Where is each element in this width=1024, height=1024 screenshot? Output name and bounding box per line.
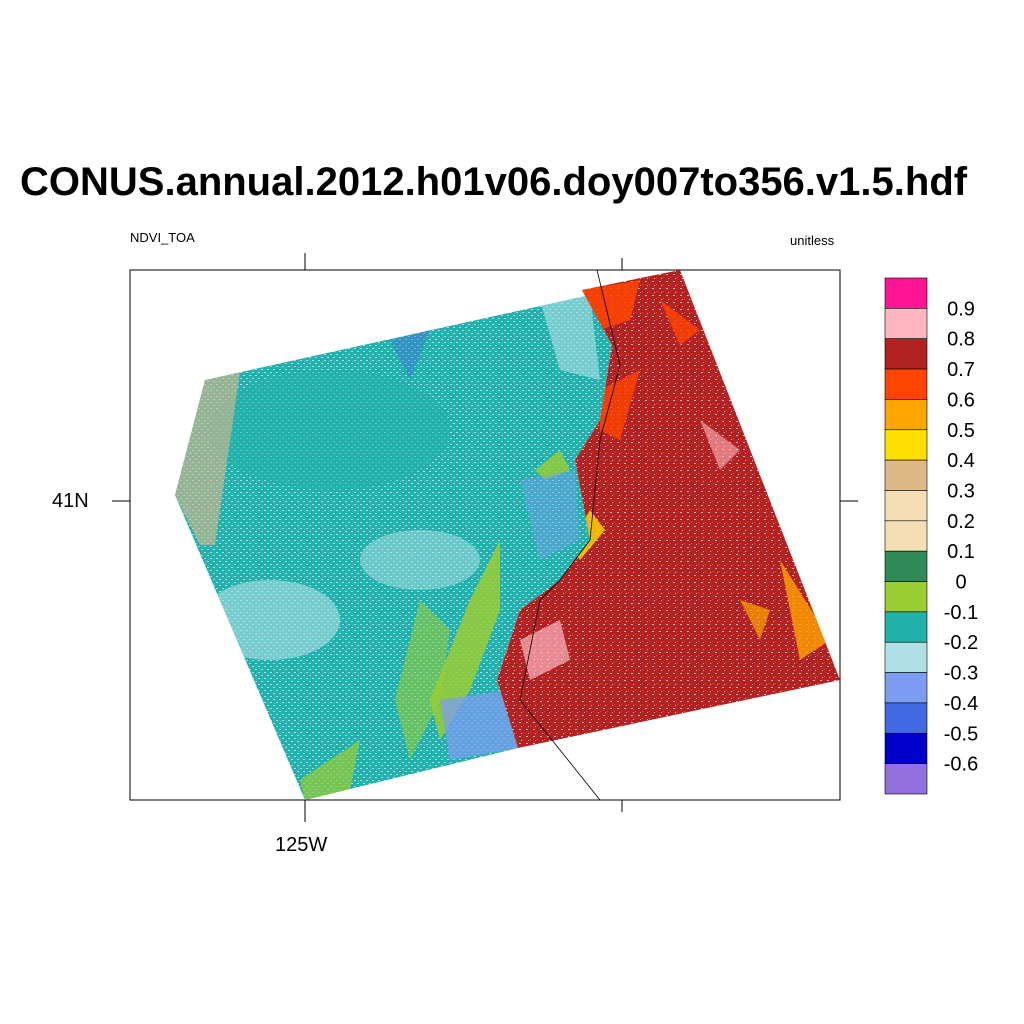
colorbar-label: 0.7 [947,359,975,381]
units-label: unitless [790,233,835,248]
colorbar-swatch [884,399,928,431]
colorbar-label: 0.5 [947,420,975,442]
colorbar-swatch [884,641,928,673]
colorbar-swatch [884,277,928,309]
colorbar-swatch [884,611,928,643]
colorbar-swatch [884,459,928,491]
colorbar-swatch [884,581,928,613]
colorbar-label: 0.2 [947,511,975,533]
coastline [519,269,621,801]
lat-tick-label: 41N [52,490,89,512]
colorbar-swatch [884,490,928,522]
colorbar-label: 0.4 [947,450,975,472]
colorbar-label: 0.6 [947,389,975,411]
colorbar-swatch [884,550,928,582]
colorbar-label: 0.9 [947,298,975,320]
colorbar-swatch [884,732,928,764]
colorbar-label: 0.3 [947,480,975,502]
colorbar-label: -0.3 [944,663,978,685]
plot-title: CONUS.annual.2012.h01v06.doy007to356.v1.… [20,160,968,204]
colorbar-swatch [884,429,928,461]
colorbar-label: 0.1 [947,541,975,563]
colorbar-label: 0.8 [947,329,975,351]
colorbar-label: -0.2 [944,632,978,654]
colorbar-label: -0.4 [944,693,978,715]
colorbar: 0.9 0.8 0.7 0.6 0.5 0.4 0.3 0.2 0.1 0 -0.1 -0.2 -0.3… [884,277,978,795]
colorbar-swatch [884,368,928,400]
colorbar-swatch [884,520,928,552]
colorbar-label: -0.5 [944,723,978,745]
lon-tick-label: 125W [275,834,328,856]
colorbar-swatch [884,338,928,370]
colorbar-swatch [884,702,928,734]
colorbar-label: -0.6 [944,754,978,776]
colorbar-swatch [884,672,928,704]
colorbar-label: -0.1 [944,602,978,624]
variable-name: NDVI_TOA [130,230,195,245]
colorbar-swatch [884,763,928,795]
colorbar-swatch [884,308,928,340]
colorbar-label: 0 [955,572,966,594]
